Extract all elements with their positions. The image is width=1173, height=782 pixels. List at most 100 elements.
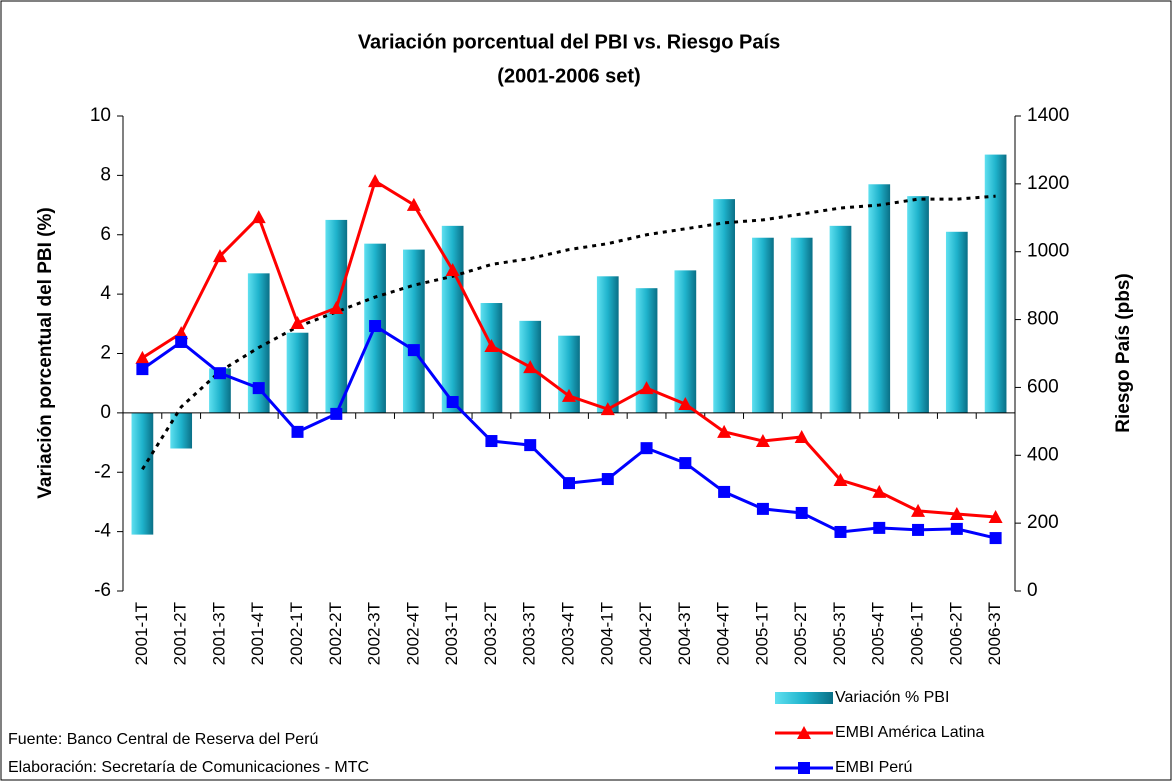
x-tick-label: 2002-3T [365,602,384,665]
marker [524,439,537,452]
y2-tick-label: 1000 [1027,241,1069,262]
y2-tick-label: 400 [1027,444,1059,465]
x-tick-label: 2001-1T [132,602,151,665]
bar [945,231,968,413]
marker [369,320,382,333]
bar [596,276,619,413]
chart-subtitle: (2001-2006 set) [497,65,640,87]
y2-axis-label: Riesgo País (pbs) [1113,273,1134,432]
x-tick-label: 2005-2T [791,602,810,665]
y-tick-label: -4 [94,521,111,542]
legend-label: EMBI América Latina [835,724,985,741]
bar [441,225,464,413]
marker [406,197,421,211]
marker [251,210,266,224]
marker [718,485,731,498]
legend-label: Variación % PBI [835,689,949,706]
marker [212,249,227,263]
marker [446,396,459,409]
y-tick-label: 8 [100,164,111,185]
y2-tick-label: 0 [1027,580,1038,601]
marker [135,350,150,364]
x-tick-label: 2003-4T [558,602,577,665]
bar [480,303,503,413]
x-tick-label: 2005-3T [830,602,849,665]
bar [713,199,735,413]
marker [988,510,1003,524]
marker [873,521,886,534]
bar [403,249,425,413]
x-tick-label: 2004-3T [675,602,694,665]
marker [291,425,304,438]
y-axis-label: Variación porcentual del PBI (%) [35,207,56,498]
marker [834,525,847,538]
marker [330,407,343,420]
marker [949,506,964,520]
bar [674,270,697,413]
marker [174,326,189,340]
y-tick-label: 0 [100,402,111,423]
bar [170,412,193,449]
x-tick-label: 2003-1T [442,602,461,665]
marker [833,473,848,487]
y-tick-label: 4 [100,283,111,304]
legend-label: EMBI Perú [835,759,912,776]
y-tick-label: 6 [100,224,111,245]
marker [563,477,575,490]
bar [325,219,348,413]
marker [912,523,925,536]
x-tick-label: 2005-4T [869,602,888,665]
bar [247,273,270,413]
marker [872,484,887,498]
marker [136,363,149,376]
trendline [141,194,996,471]
marker [523,360,538,374]
x-tick-label: 2006-1T [908,602,927,665]
y2-tick-label: 1400 [1027,105,1069,126]
y-tick-label: 2 [100,343,111,364]
marker [407,344,420,357]
bar [209,368,231,413]
x-tick-label: 2002-4T [403,602,422,665]
y-tick-label: 10 [90,105,111,126]
marker [445,263,460,277]
marker [756,502,769,515]
y2-tick-label: 600 [1027,376,1059,397]
bar [868,184,891,413]
bar [752,237,774,413]
marker [640,442,653,455]
bar [984,154,1007,413]
bar [635,288,658,413]
legend-marker [798,762,810,774]
bar [131,412,154,535]
marker [679,457,692,470]
x-tick-label: 2004-4T [714,602,733,665]
marker [717,424,732,438]
marker [639,381,654,395]
y-tick-label: -2 [94,461,111,482]
x-tick-label: 2004-1T [597,602,616,665]
marker [678,397,693,411]
x-tick-label: 2002-1T [287,602,306,665]
x-tick-label: 2001-2T [171,602,190,665]
marker [213,367,226,380]
marker [911,503,926,517]
marker [601,473,614,486]
marker [252,382,265,395]
marker [368,174,383,188]
bar [790,237,813,413]
source-note: Fuente: Banco Central de Reserva del Per… [8,731,318,748]
bar [829,225,852,413]
marker [950,522,963,535]
y-tick-label: -6 [94,580,111,601]
x-tick-label: 2003-3T [520,602,539,665]
bar [286,332,309,413]
marker [989,532,1002,545]
marker [795,506,808,519]
x-tick-label: 2002-2T [326,602,345,665]
chart-title: Variación porcentual del PBI vs. Riesgo … [358,31,780,53]
legend-marker [797,726,811,739]
bar [907,196,929,413]
marker [290,315,305,329]
